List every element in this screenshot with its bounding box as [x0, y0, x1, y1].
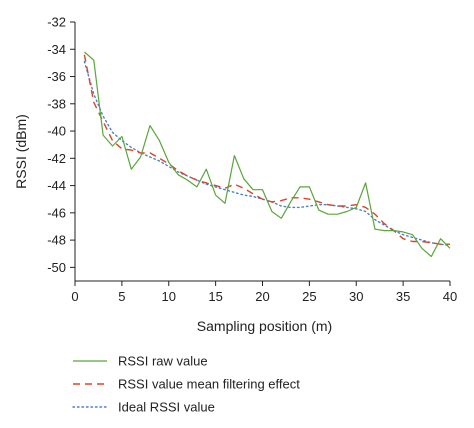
- x-axis-title: Sampling position (m): [197, 318, 332, 334]
- x-tick-label: 5: [118, 289, 125, 304]
- y-tick-label: -34: [47, 42, 66, 57]
- y-tick-label: -32: [47, 15, 66, 30]
- y-tick-label: -38: [47, 96, 66, 111]
- series-line-1: [83, 54, 450, 245]
- y-tick-label: -36: [47, 69, 66, 84]
- series-line-2: [83, 60, 451, 247]
- series-layer: [83, 51, 451, 258]
- x-tick-label: 15: [208, 289, 222, 304]
- y-tick-label: -40: [47, 124, 66, 139]
- x-tick-label: 30: [349, 289, 363, 304]
- y-tick-label: -44: [47, 178, 66, 193]
- series-line-0: [84, 51, 451, 258]
- legend: RSSI raw value RSSI value mean filtering …: [72, 354, 300, 415]
- x-tick-label: 35: [396, 289, 410, 304]
- legend-label: RSSI value mean filtering effect: [118, 377, 300, 392]
- y-axis-title: RSSI (dBm): [13, 114, 29, 189]
- x-ticks: 0 5 10 15 20 25 30 35 40: [71, 281, 457, 304]
- y-tick-label: -46: [47, 205, 66, 220]
- x-tick-label: 20: [255, 289, 269, 304]
- legend-label: Ideal RSSI value: [118, 400, 215, 415]
- x-tick-label: 25: [302, 289, 316, 304]
- y-tick-label: -42: [47, 151, 66, 166]
- y-tick-label: -50: [47, 260, 66, 275]
- legend-label: RSSI raw value: [118, 354, 208, 369]
- x-tick-label: 10: [162, 289, 176, 304]
- axes: [74, 22, 450, 282]
- y-tick-label: -48: [47, 233, 66, 248]
- x-tick-label: 40: [443, 289, 457, 304]
- x-tick-label: 0: [71, 289, 78, 304]
- y-ticks: -32 -34 -36 -38 -40 -42 -44 -46 -48 -50: [47, 15, 75, 275]
